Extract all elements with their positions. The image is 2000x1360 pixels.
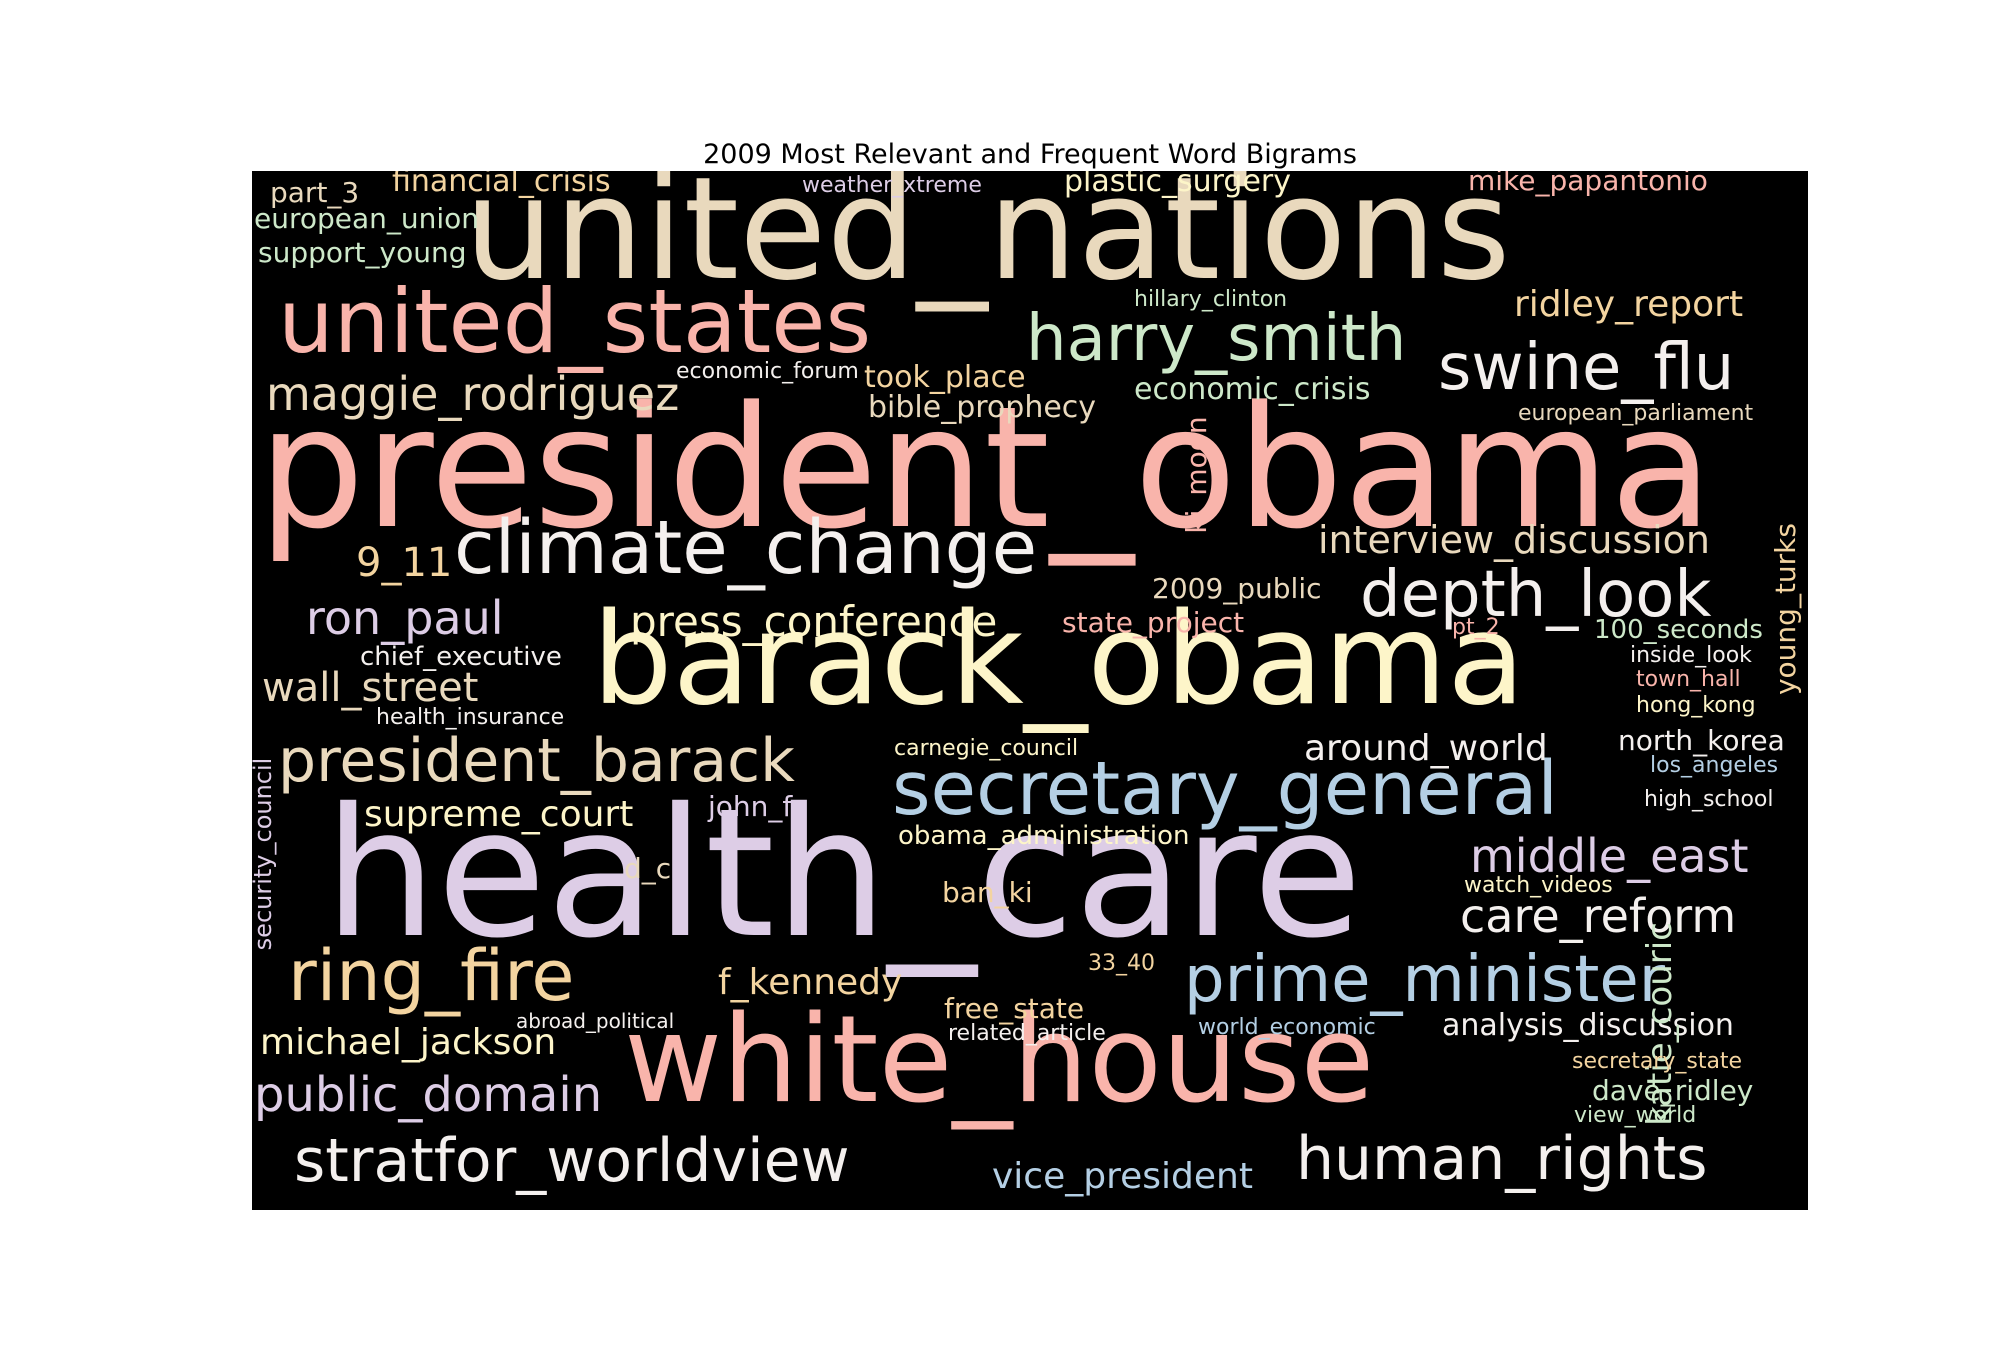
word-plastic-surgery: plastic_surgery <box>1064 171 1292 199</box>
word-los-angeles: los_angeles <box>1650 753 1779 778</box>
word-european-union: european_union <box>254 202 480 235</box>
word-inside-look: inside_look <box>1630 643 1752 668</box>
word-secretary-general: secretary_general <box>892 746 1558 832</box>
word-european-parliament: european_parliament <box>1518 401 1754 426</box>
word-stratfor-worldview: stratfor_worldview <box>294 1126 850 1196</box>
word-bible-prophecy: bible_prophecy <box>868 390 1097 425</box>
word-supreme-court: supreme_court <box>364 794 634 835</box>
word-michael-jackson: michael_jackson <box>260 1022 557 1063</box>
word-economic-forum: economic_forum <box>676 359 859 384</box>
word-economic-crisis: economic_crisis <box>1134 372 1371 407</box>
word-vice-president: vice_president <box>992 1156 1253 1197</box>
word-cloud: united_nations president_obama health_ca… <box>252 171 1808 1210</box>
word-financial-crisis: financial_crisis <box>392 171 611 199</box>
word-prime-minister: prime_minister <box>1184 943 1666 1017</box>
word-north-korea: north_korea <box>1618 724 1785 757</box>
word-health-insurance: health_insurance <box>376 705 565 730</box>
word-depth-look: depth_look <box>1360 558 1712 632</box>
word-dave-ridley: dave_ridley <box>1592 1074 1754 1107</box>
word-middle-east: middle_east <box>1470 829 1749 883</box>
word-f-kennedy: f_kennedy <box>718 962 903 1003</box>
word-ron-paul: ron_paul <box>306 591 504 645</box>
word-barack-obama: barack_obama <box>592 585 1526 733</box>
word-ring-fire: ring_fire <box>288 935 575 1017</box>
word-interview-discussion: interview_discussion <box>1318 518 1710 562</box>
word-around-world: around_world <box>1304 728 1548 769</box>
word-security-council: security_council <box>252 757 277 951</box>
word-hong-kong: hong_kong <box>1636 693 1756 718</box>
word-care-reform: care_reform <box>1460 889 1737 943</box>
word-carnegie-council: carnegie_council <box>894 736 1079 761</box>
word-press-conference: press_conference <box>630 597 998 646</box>
word-support-young: support_young <box>258 236 467 269</box>
word-pt-2: pt_2 <box>1452 615 1500 640</box>
word-9-11: 9_11 <box>356 540 453 586</box>
word-analysis-discussion: analysis_discussion <box>1442 1008 1734 1043</box>
word-chief-executive: chief_executive <box>360 642 562 672</box>
word-high-school: high_school <box>1644 787 1774 812</box>
word-world-economic: world_economic <box>1198 1015 1376 1040</box>
word-watch-videos: watch_videos <box>1464 873 1613 898</box>
word-young-turks: young_turks <box>1769 523 1802 696</box>
word-swine-flu: swine_flu <box>1438 331 1735 405</box>
word-john-f: john_f <box>708 790 793 823</box>
word-2009-public: 2009_public <box>1152 572 1322 605</box>
word-state-project: state_project <box>1062 606 1245 639</box>
word-hillary-clinton: hillary_clinton <box>1134 287 1288 312</box>
word-abroad-political: abroad_political <box>516 1009 675 1033</box>
word-100-seconds: 100_seconds <box>1594 615 1763 645</box>
word-ki-moon: ki_moon <box>1180 416 1213 534</box>
word-health-care: health_care <box>324 770 1363 977</box>
figure-title: 2009 Most Relevant and Frequent Word Big… <box>703 139 1357 170</box>
word-harry-smith: harry_smith <box>1026 302 1407 376</box>
word-town-hall: town_hall <box>1636 667 1741 692</box>
word-secretary-state: secretary_state <box>1572 1049 1743 1074</box>
word-united-states: united_states <box>278 270 872 373</box>
word-related-article: related_article <box>948 1021 1106 1046</box>
word-wall-street: wall_street <box>262 665 479 711</box>
word-mike-papantonio: mike_papantonio <box>1468 171 1708 197</box>
word-weather-xtreme: weather_xtreme <box>802 173 982 198</box>
word-d-c: d_c <box>624 852 672 885</box>
word-ban-ki: ban_ki <box>942 876 1033 909</box>
word-climate-change: climate_change <box>454 505 1038 591</box>
word-white-house: white_house <box>624 991 1375 1130</box>
word-human-rights: human_rights <box>1296 1124 1708 1194</box>
word-part-3: part_3 <box>270 176 360 209</box>
word-obama-administration: obama_administration <box>898 821 1190 851</box>
word-maggie-rodriguez: maggie_rodriguez <box>266 367 680 421</box>
word-president-obama: president_obama <box>258 370 1713 566</box>
word-public-domain: public_domain <box>254 1067 603 1123</box>
word-took-place: took_place <box>864 360 1026 395</box>
word-president-barack: president_barack <box>278 726 795 796</box>
word-33-40: 33_40 <box>1088 951 1155 976</box>
word-ridley-report: ridley_report <box>1514 284 1744 325</box>
word-united-nations: united_nations <box>464 171 1511 312</box>
word-view-world: view_world <box>1574 1103 1697 1128</box>
word-free-state: free_state <box>944 992 1085 1025</box>
